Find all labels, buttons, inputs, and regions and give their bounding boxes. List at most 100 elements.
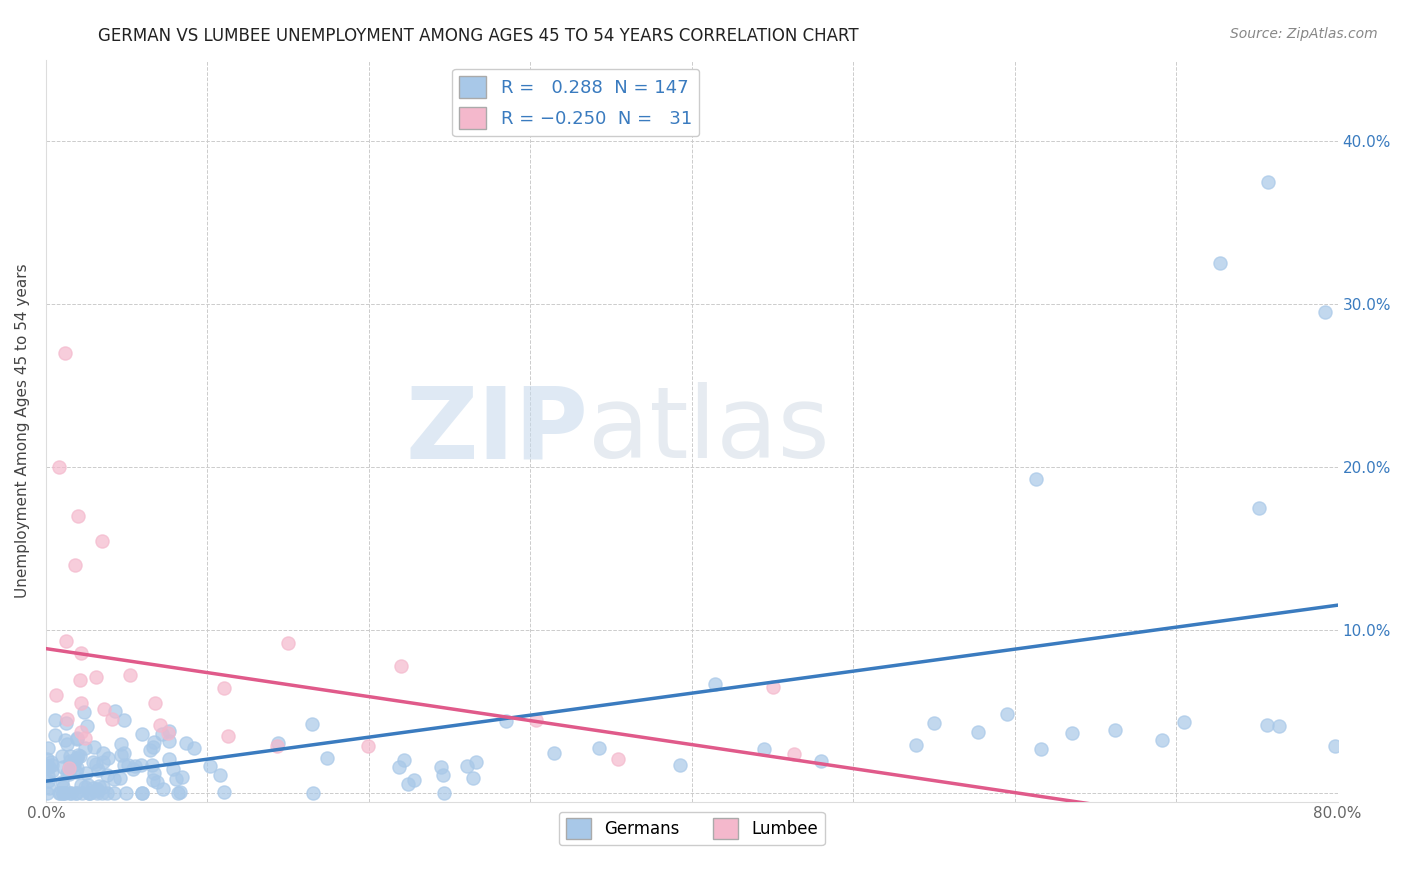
Point [267, 736, 290, 750]
Legend: Germans, Lumbee: Germans, Lumbee [560, 812, 824, 846]
Point [75, 766, 97, 780]
Point [543, 746, 565, 760]
Point [86, 782, 108, 797]
Point [93, 702, 115, 716]
Point [167, 786, 190, 800]
Point [38, 781, 60, 796]
Point [392, 753, 415, 767]
Point [86, 763, 108, 777]
Point [461, 771, 484, 785]
Point [52, 786, 75, 800]
Point [114, 757, 136, 772]
Point [86, 786, 108, 800]
Point [162, 762, 184, 776]
Point [82, 780, 104, 795]
Point [56, 737, 79, 751]
Point [157, 734, 180, 748]
Point [90, 786, 112, 800]
Point [82, 755, 104, 769]
Point [52, 760, 75, 774]
Point [465, 755, 488, 769]
Point [433, 786, 456, 800]
Point [55, 715, 77, 730]
Point [1323, 739, 1346, 753]
Y-axis label: Unemployment Among Ages 45 to 54 years: Unemployment Among Ages 45 to 54 years [15, 263, 30, 598]
Point [143, 696, 166, 710]
Point [1313, 305, 1336, 319]
Point [131, 726, 153, 740]
Point [38, 759, 60, 773]
Point [66, 751, 89, 765]
Point [208, 768, 231, 782]
Point [39, 755, 62, 769]
Point [37, 786, 59, 800]
Point [157, 726, 180, 740]
Point [75, 731, 97, 745]
Point [357, 739, 380, 754]
Point [91, 756, 114, 770]
Point [53, 785, 76, 799]
Text: GERMAN VS LUMBEE UNEMPLOYMENT AMONG AGES 45 TO 54 YEARS CORRELATION CHART: GERMAN VS LUMBEE UNEMPLOYMENT AMONG AGES… [98, 27, 859, 45]
Point [143, 765, 166, 780]
Point [84, 784, 107, 798]
Point [44, 728, 66, 742]
Point [55, 712, 77, 726]
Point [69, 749, 91, 764]
Point [1152, 732, 1174, 747]
Point [58, 761, 80, 775]
Point [55, 634, 77, 648]
Point [37, 740, 59, 755]
Point [112, 713, 135, 727]
Point [905, 738, 928, 752]
Point [58, 761, 80, 775]
Point [150, 727, 173, 741]
Point [37, 752, 59, 766]
Point [73, 740, 96, 755]
Point [69, 673, 91, 687]
Point [70, 696, 93, 710]
Point [607, 752, 630, 766]
Point [66, 731, 89, 745]
Point [389, 659, 412, 673]
Point [97, 751, 120, 765]
Point [146, 774, 169, 789]
Point [44, 713, 66, 727]
Point [73, 706, 96, 720]
Point [214, 785, 236, 799]
Point [37, 758, 59, 772]
Point [997, 706, 1019, 721]
Point [65, 786, 87, 800]
Point [1060, 726, 1083, 740]
Point [669, 758, 692, 772]
Point [752, 741, 775, 756]
Point [524, 713, 547, 727]
Point [84, 670, 107, 684]
Point [103, 786, 125, 800]
Point [91, 747, 114, 761]
Point [58, 767, 80, 781]
Point [142, 773, 165, 788]
Point [91, 533, 114, 548]
Point [782, 747, 804, 761]
Point [1173, 714, 1195, 729]
Point [432, 768, 454, 782]
Point [77, 786, 100, 800]
Text: Source: ZipAtlas.com: Source: ZipAtlas.com [1230, 27, 1378, 41]
Point [59, 786, 82, 800]
Point [83, 740, 105, 755]
Point [103, 772, 125, 787]
Point [65, 753, 87, 767]
Point [70, 725, 93, 739]
Point [157, 723, 180, 738]
Point [65, 786, 87, 800]
Point [183, 740, 205, 755]
Point [41, 764, 63, 779]
Point [52, 786, 75, 800]
Point [52, 780, 75, 794]
Point [1209, 256, 1232, 270]
Point [70, 786, 93, 800]
Point [266, 739, 288, 753]
Point [404, 773, 426, 788]
Point [73, 780, 96, 794]
Point [77, 786, 100, 800]
